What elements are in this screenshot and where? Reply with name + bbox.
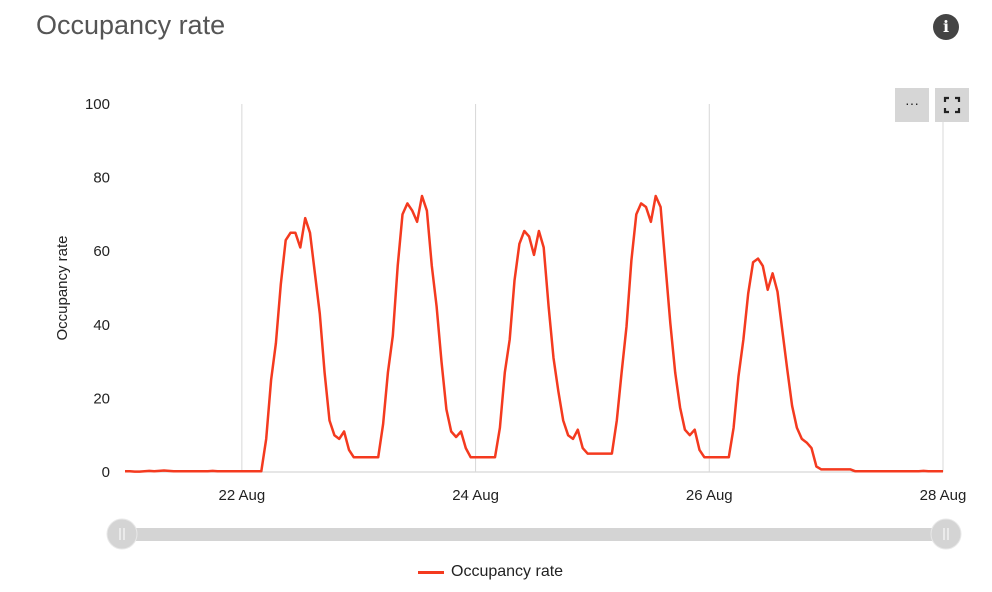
y-tick-label: 40 — [93, 317, 110, 334]
y-tick-label: 60 — [93, 243, 110, 260]
y-tick-label: 20 — [93, 390, 110, 407]
range-slider-track[interactable] — [122, 528, 946, 541]
y-tick-label: 80 — [93, 170, 110, 187]
legend-label: Occupancy rate — [451, 563, 564, 580]
y-tick-label: 0 — [102, 464, 110, 481]
range-slider-handle-left[interactable] — [106, 518, 138, 550]
y-axis-title: Occupancy rate — [54, 235, 71, 340]
ellipsis-icon: ··· — [905, 95, 919, 111]
series-line-occupancy-rate — [125, 194, 943, 473]
fullscreen-icon — [943, 96, 961, 114]
range-slider[interactable] — [106, 518, 962, 550]
info-icon[interactable]: i — [933, 14, 959, 40]
x-tick-label: 28 Aug — [920, 487, 967, 504]
fullscreen-button[interactable] — [935, 88, 969, 122]
x-tick-label: 22 Aug — [218, 487, 265, 504]
y-tick-label: 100 — [85, 96, 110, 113]
chart-menu-button[interactable]: ··· — [895, 88, 929, 122]
legend-swatch — [418, 570, 444, 574]
x-tick-label: 24 Aug — [452, 487, 499, 504]
x-tick-label: 26 Aug — [686, 487, 733, 504]
legend-item-occupancy-rate[interactable]: Occupancy rate — [418, 563, 563, 581]
range-slider-handle-right[interactable] — [930, 518, 962, 550]
page-title: Occupancy rate — [36, 10, 226, 40]
